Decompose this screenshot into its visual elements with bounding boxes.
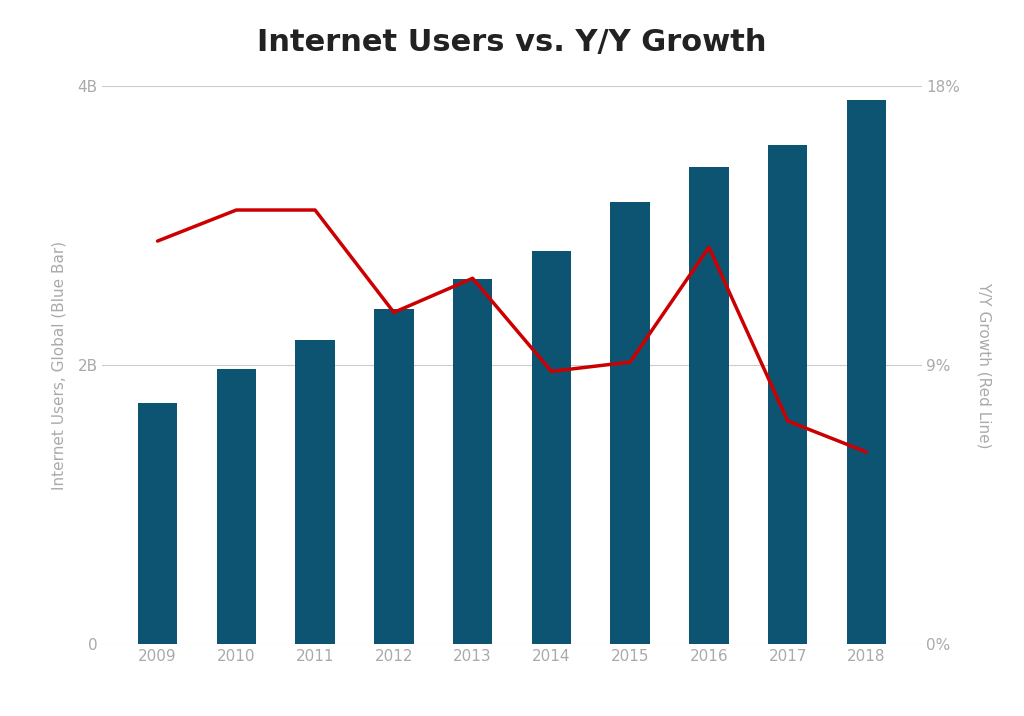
Title: Internet Users vs. Y/Y Growth: Internet Users vs. Y/Y Growth xyxy=(257,28,767,57)
Bar xyxy=(217,369,256,644)
Y-axis label: Internet Users, Global (Blue Bar): Internet Users, Global (Blue Bar) xyxy=(51,241,67,490)
Bar xyxy=(531,251,571,644)
Bar xyxy=(453,279,493,644)
Bar xyxy=(374,309,414,644)
Bar xyxy=(689,167,729,644)
Y-axis label: Y/Y Growth (Red Line): Y/Y Growth (Red Line) xyxy=(977,282,992,448)
Bar xyxy=(847,100,886,644)
Bar xyxy=(295,340,335,644)
Bar xyxy=(610,202,650,644)
Bar xyxy=(768,145,807,644)
Bar xyxy=(138,403,177,644)
